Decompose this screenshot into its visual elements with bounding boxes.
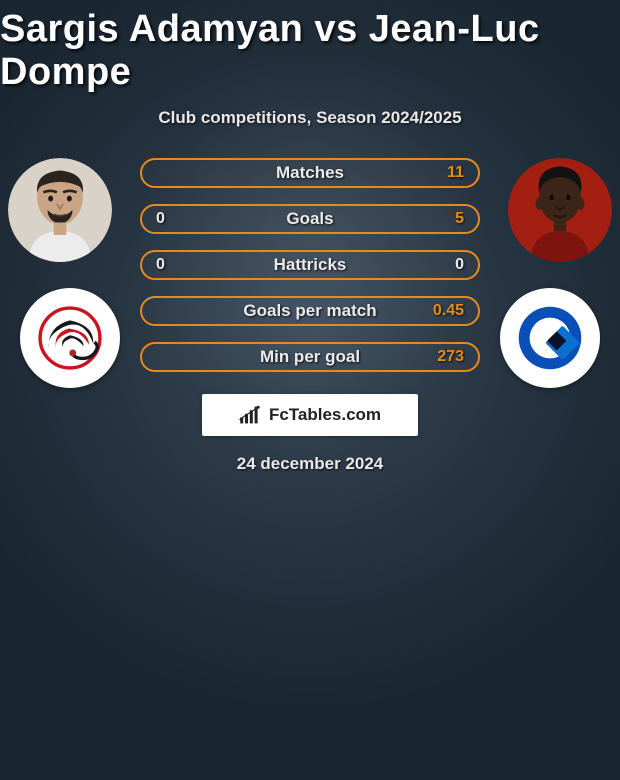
stat-label: Hattricks bbox=[274, 255, 347, 275]
player1-avatar bbox=[8, 158, 112, 262]
player1-club-logo bbox=[20, 288, 120, 388]
stat-right-value: 0 bbox=[424, 256, 464, 274]
mid-section: Matches 11 0 Goals 5 0 Hattricks 0 Goals per mat… bbox=[0, 158, 620, 372]
stat-bar: 0 Hattricks 0 bbox=[140, 250, 480, 280]
stat-left-value: 0 bbox=[156, 210, 196, 228]
comparison-card: Sargis Adamyan vs Jean-Luc Dompe Club co… bbox=[0, 0, 620, 474]
branding-label: FcTables.com bbox=[269, 405, 381, 425]
stat-bar: 0 Goals 5 bbox=[140, 204, 480, 234]
player2-avatar bbox=[508, 158, 612, 262]
stat-right-value: 0.45 bbox=[424, 302, 464, 320]
stat-left-value: 0 bbox=[156, 256, 196, 274]
branding-badge: FcTables.com bbox=[202, 394, 418, 436]
stat-right-value: 5 bbox=[424, 210, 464, 228]
player2-club-logo bbox=[500, 288, 600, 388]
subtitle: Club competitions, Season 2024/2025 bbox=[158, 108, 461, 128]
date-label: 24 december 2024 bbox=[237, 454, 384, 474]
stat-right-value: 11 bbox=[424, 164, 464, 182]
stats-bars: Matches 11 0 Goals 5 0 Hattricks 0 Goals per mat… bbox=[140, 158, 480, 372]
stat-label: Goals bbox=[286, 209, 333, 229]
stat-bar: Matches 11 bbox=[140, 158, 480, 188]
branding-chart-icon bbox=[239, 405, 263, 425]
stat-label: Goals per match bbox=[243, 301, 376, 321]
page-title: Sargis Adamyan vs Jean-Luc Dompe bbox=[0, 8, 620, 94]
stat-label: Min per goal bbox=[260, 347, 360, 367]
stat-label: Matches bbox=[276, 163, 344, 183]
stat-bar: Min per goal 273 bbox=[140, 342, 480, 372]
stat-right-value: 273 bbox=[424, 348, 464, 366]
stat-bar: Goals per match 0.45 bbox=[140, 296, 480, 326]
